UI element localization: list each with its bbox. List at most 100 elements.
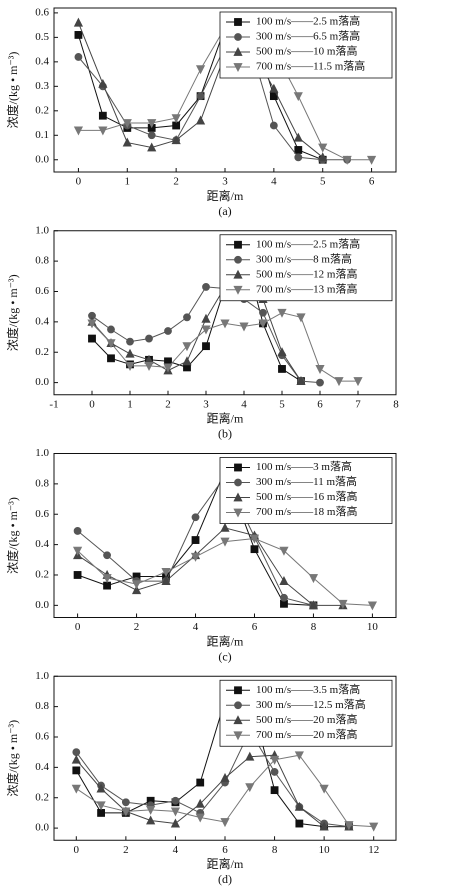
y-tick-label: 1.0 — [35, 447, 49, 459]
x-tick-label: 4 — [173, 844, 179, 856]
x-tick-label: 6 — [317, 398, 323, 410]
x-tick-label: 3 — [222, 176, 228, 188]
marker — [147, 131, 156, 140]
legend-marker — [234, 686, 242, 695]
marker — [250, 545, 259, 554]
legend-label: 500 m/s——12 m落高 — [256, 266, 357, 280]
marker — [278, 365, 286, 373]
legend-label: 700 m/s——11.5 m落高 — [256, 59, 365, 73]
legend-label: 500 m/s——10 m落高 — [256, 44, 357, 58]
marker — [315, 365, 325, 374]
x-tick-label: -1 — [49, 398, 58, 410]
marker — [191, 536, 200, 544]
y-tick-label: 0.5 — [35, 31, 49, 43]
legend-label: 100 m/s——3.5 m落高 — [256, 682, 360, 696]
marker — [316, 378, 324, 387]
marker — [239, 322, 249, 332]
marker — [72, 748, 81, 757]
legend-label: 500 m/s——16 m落高 — [256, 489, 357, 503]
legend-label: 300 m/s——11 m落高 — [256, 474, 357, 488]
marker — [318, 143, 328, 153]
marker — [195, 798, 205, 808]
marker — [353, 377, 363, 387]
marker — [220, 522, 230, 532]
marker — [195, 813, 205, 823]
legend-label: 700 m/s——20 m落高 — [256, 727, 357, 741]
marker — [146, 805, 156, 815]
x-tick-label: 4 — [241, 398, 247, 410]
marker — [245, 783, 255, 793]
marker — [182, 356, 192, 366]
x-axis-label: 距离/m — [207, 633, 244, 648]
legend-marker — [234, 701, 242, 710]
x-tick-label: 2 — [173, 176, 179, 188]
marker — [171, 135, 181, 145]
caption: (b) — [218, 427, 232, 441]
x-axis-label: 距离/m — [207, 188, 244, 203]
x-tick-label: 10 — [319, 844, 331, 856]
plot-frame — [53, 230, 397, 396]
legend-label: 100 m/s——2.5 m落高 — [256, 14, 360, 28]
caption: (c) — [218, 649, 231, 663]
x-tick-label: 7 — [355, 398, 361, 410]
y-tick-label: 0.6 — [35, 285, 49, 297]
x-tick-label: 4 — [271, 176, 277, 188]
marker — [293, 92, 303, 102]
marker — [73, 571, 82, 579]
marker — [270, 786, 279, 795]
y-axis-label: 浓度/(kg • m⁻³) — [5, 720, 20, 797]
marker — [318, 152, 328, 162]
marker — [88, 334, 96, 343]
marker — [73, 126, 84, 136]
series-line — [77, 537, 373, 606]
marker — [171, 114, 181, 124]
marker — [202, 283, 210, 291]
legend-label: 100 m/s——2.5 m落高 — [256, 236, 360, 250]
marker — [98, 78, 108, 88]
marker — [96, 801, 106, 811]
y-tick-label: 0.6 — [35, 6, 49, 18]
marker — [73, 527, 82, 535]
series-line — [77, 527, 343, 606]
y-tick-label: 0.3 — [35, 80, 49, 92]
y-tick-label: 0.4 — [35, 315, 49, 327]
marker — [107, 354, 115, 363]
legend-marker — [233, 492, 243, 502]
marker — [338, 599, 348, 609]
x-tick-label: 0 — [89, 398, 95, 410]
y-axis-label: 浓度/(kg • m⁻³) — [5, 52, 20, 129]
marker — [367, 601, 378, 611]
marker — [71, 784, 81, 794]
x-tick-label: 10 — [367, 621, 379, 633]
marker — [147, 119, 157, 129]
series-line — [75, 754, 349, 828]
marker — [366, 155, 377, 165]
marker — [294, 153, 303, 162]
marker — [201, 313, 211, 323]
legend-label: 700 m/s——18 m落高 — [256, 504, 357, 518]
marker — [125, 348, 135, 358]
series-line — [91, 284, 302, 382]
legend-label: 100 m/s——3 m落高 — [256, 459, 352, 473]
x-tick-label: 4 — [193, 621, 199, 633]
marker — [279, 575, 289, 585]
series-line — [75, 695, 349, 828]
marker — [308, 600, 319, 610]
marker — [296, 313, 306, 323]
marker — [96, 783, 106, 793]
legend-label: 300 m/s——6.5 m落高 — [256, 29, 360, 43]
x-axis-label: 距离/m — [207, 411, 244, 426]
marker — [344, 821, 354, 831]
marker — [195, 115, 206, 125]
marker — [277, 308, 287, 318]
legend-marker — [234, 18, 242, 26]
legend-marker — [233, 46, 243, 56]
marker — [191, 513, 200, 522]
marker — [269, 121, 278, 130]
y-tick-label: 1.0 — [35, 224, 49, 236]
marker — [87, 319, 97, 329]
y-tick-label: 0.8 — [35, 477, 49, 489]
marker — [106, 339, 116, 349]
marker — [369, 822, 379, 832]
y-tick-label: 1.0 — [35, 670, 49, 682]
